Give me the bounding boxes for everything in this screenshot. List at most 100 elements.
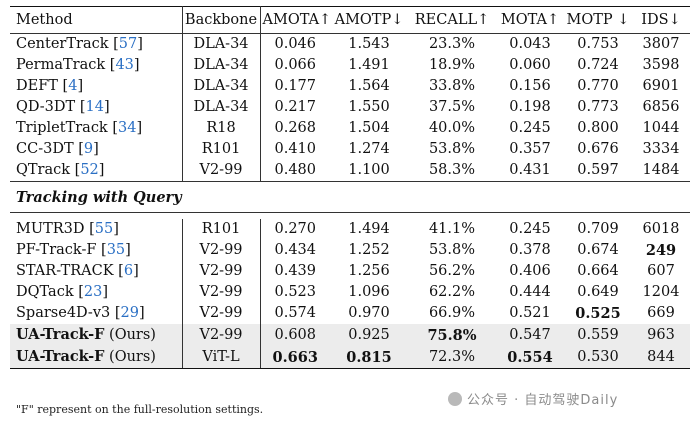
recall-cell: 53.8% xyxy=(428,242,476,258)
motp-cell: 0.676 xyxy=(577,141,619,157)
method-cell: TripletTrack [34] xyxy=(10,118,183,139)
mota-cell: 0.156 xyxy=(509,78,551,94)
amota-cell: 0.410 xyxy=(274,141,316,157)
method-name: QD-3DT xyxy=(16,99,76,115)
method-name: CenterTrack xyxy=(16,36,109,52)
col-amotp: AMOTP↓ xyxy=(330,6,408,34)
ids-cell: 607 xyxy=(647,263,675,279)
motp-cell: 0.525 xyxy=(575,305,621,322)
mota-cell: 0.547 xyxy=(496,324,564,346)
mota-cell: 0.245 xyxy=(509,221,551,237)
method-cell: DQTack [23] xyxy=(10,282,183,303)
col-amota: AMOTA↑ xyxy=(260,6,330,34)
backbone-cell: DLA-34 xyxy=(182,76,261,97)
col-mota: MOTA↑ xyxy=(496,6,564,34)
watermark: 公众号 · 自动驾驶Daily xyxy=(448,389,618,408)
motp-cell: 0.770 xyxy=(577,78,619,94)
ids-cell: 3334 xyxy=(642,141,680,157)
col-ids: IDS↓ xyxy=(632,6,690,34)
backbone-cell: R101 xyxy=(182,219,261,240)
ids-cell: 3807 xyxy=(642,36,680,52)
ours-tag: (Ours) xyxy=(109,327,156,343)
col-method: Method xyxy=(10,6,183,34)
amota-cell: 0.066 xyxy=(274,57,316,73)
method-name: TripletTrack xyxy=(16,120,108,136)
citation-link[interactable]: 52 xyxy=(80,162,99,178)
amotp-cell: 1.564 xyxy=(348,78,390,94)
mota-cell: 0.406 xyxy=(509,263,551,279)
citation-link[interactable]: 35 xyxy=(106,242,126,258)
citation-link[interactable]: 34 xyxy=(118,120,137,136)
table-row: TripletTrack [34] R18 0.268 1.504 40.0% 0.245… xyxy=(10,118,690,139)
method-cell: UA-Track-F (Ours) xyxy=(10,346,183,369)
col-backbone: Backbone xyxy=(182,6,261,34)
backbone-cell: R18 xyxy=(182,118,261,139)
amotp-cell: 0.970 xyxy=(348,305,390,321)
mota-cell: 0.521 xyxy=(509,305,551,321)
motp-cell: 0.753 xyxy=(577,36,619,52)
method-name: CC-3DT xyxy=(16,141,74,157)
citation-link[interactable]: 57 xyxy=(118,36,138,52)
citation-link[interactable]: 55 xyxy=(94,221,114,237)
amota-cell: 0.480 xyxy=(274,162,316,178)
motp-cell: 0.597 xyxy=(577,162,619,178)
ids-cell: 669 xyxy=(647,305,675,321)
watermark-text: 公众号 · 自动驾驶Daily xyxy=(467,393,619,408)
section-label: Tracking with Query xyxy=(10,181,690,213)
ours-tag: (Ours) xyxy=(109,349,156,365)
method-cell: CenterTrack [57] xyxy=(10,33,183,55)
ids-cell: 6856 xyxy=(642,99,680,115)
method-cell: QTrack [52] xyxy=(10,160,183,182)
mota-cell: 0.245 xyxy=(509,120,551,136)
motp-cell: 0.559 xyxy=(564,324,632,346)
citation-link[interactable]: 23 xyxy=(83,284,103,300)
amotp-cell: 1.550 xyxy=(348,99,390,115)
citation-link[interactable]: 14 xyxy=(85,99,104,115)
col-motp: MOTP ↓ xyxy=(564,6,632,34)
backbone-cell: V2-99 xyxy=(182,303,261,324)
header-row: Method Backbone AMOTA↑ AMOTP↓ RECALL↑ MO… xyxy=(10,6,690,34)
ids-cell: 6018 xyxy=(642,221,680,237)
amotp-cell: 1.543 xyxy=(348,36,390,52)
recall-cell: 41.1% xyxy=(428,221,476,237)
backbone-cell: DLA-34 xyxy=(182,33,261,55)
citation-link[interactable]: 6 xyxy=(123,263,134,279)
method-cell: QD-3DT [14] xyxy=(10,97,183,118)
table-row: UA-Track-F (Ours) V2-99 0.608 0.925 75.8% 0.5… xyxy=(10,324,690,346)
table-row: PF-Track-F [35] V2-99 0.434 1.252 53.8% 0.378… xyxy=(10,240,690,261)
ids-cell: 6901 xyxy=(642,78,680,94)
amota-cell: 0.574 xyxy=(274,305,316,321)
motp-cell: 0.649 xyxy=(577,284,619,300)
motp-cell: 0.800 xyxy=(577,120,619,136)
recall-cell: 72.3% xyxy=(408,346,496,369)
mota-cell: 0.431 xyxy=(509,162,551,178)
table-row: CC-3DT [9] R101 0.410 1.274 53.8% 0.357 0.676 3… xyxy=(10,139,690,160)
mota-cell: 0.198 xyxy=(509,99,551,115)
table-row: QTrack [52] V2-99 0.480 1.100 58.3% 0.431 0.59… xyxy=(10,160,690,182)
amotp-cell: 1.096 xyxy=(348,284,390,300)
motp-cell: 0.709 xyxy=(577,221,619,237)
results-table-container: Method Backbone AMOTA↑ AMOTP↓ RECALL↑ MO… xyxy=(10,6,690,369)
amotp-cell: 1.256 xyxy=(348,263,390,279)
backbone-cell: R101 xyxy=(182,139,261,160)
ids-cell: 844 xyxy=(632,346,690,369)
amotp-cell: 1.494 xyxy=(348,221,390,237)
citation-link[interactable]: 43 xyxy=(115,57,134,73)
method-cell: DEFT [4] xyxy=(10,76,183,97)
ids-cell: 3598 xyxy=(642,57,680,73)
method-cell: MUTR3D [55] xyxy=(10,219,183,240)
mota-cell: 0.043 xyxy=(509,36,551,52)
recall-cell: 37.5% xyxy=(428,99,476,115)
amota-cell: 0.434 xyxy=(274,242,316,258)
amotp-cell: 1.491 xyxy=(348,57,390,73)
method-name: Sparse4D-v3 xyxy=(16,305,111,321)
method-name: UA-Track-F xyxy=(16,326,105,343)
citation-link[interactable]: 29 xyxy=(120,305,139,321)
citation-link[interactable]: 9 xyxy=(83,141,94,157)
backbone-cell: V2-99 xyxy=(182,324,261,346)
amota-cell: 0.439 xyxy=(274,263,316,279)
ids-cell: 1044 xyxy=(642,120,680,136)
table-row: UA-Track-F (Ours) ViT-L 0.663 0.815 72.3% 0.5… xyxy=(10,346,690,369)
table-row: DQTack [23] V2-99 0.523 1.096 62.2% 0.444 0.64… xyxy=(10,282,690,303)
citation-link[interactable]: 4 xyxy=(68,78,78,94)
